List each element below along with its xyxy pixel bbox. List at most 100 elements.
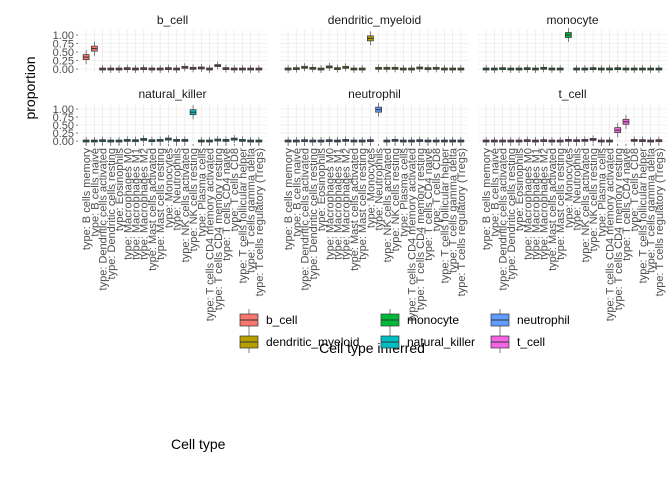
box-b_cell-19 [239,65,246,73]
facet-panels: b_cell0.000.250.500.751.00dendritic_myel… [53,13,667,321]
box-natural_killer-4 [115,137,123,145]
x-tick-label: type: B cells naive [489,148,501,237]
box-b_cell-2 [99,65,106,73]
x-tick-label: type: NK cells resting [390,148,402,251]
x-tick-label: type: Macrophages M1 [530,148,542,260]
box-t_cell-14 [597,137,605,145]
legend-label: monocyte [407,313,459,327]
box-natural_killer-1 [90,137,98,145]
x-tick-label: type: Monocytes [365,148,377,229]
x-tick-label: type: T cells CD4 memory activated [407,148,419,321]
box-b_cell-11 [173,65,180,73]
x-tick-label: type: NK cells resting [588,148,600,251]
legend-label: natural_killer [407,335,475,349]
box-natural_killer-19 [239,136,246,145]
x-tick-label: type: T cells CD4 memory activated [605,148,617,321]
x-tick-label: type: Macrophages M2 [139,148,151,260]
box-natural_killer-9 [156,136,164,145]
box-neutrophil-14 [399,137,407,145]
box-neutrophil-21 [457,137,465,145]
box-t_cell-16 [614,123,622,138]
x-tick-label: type: Mast cells activated [547,148,559,271]
x-tick-label: type: B cells memory [481,148,493,251]
box-dendritic_myeloid-6 [334,64,341,73]
x-tick-label: type: Neutrophils [374,148,386,231]
box-t_cell-3 [507,137,515,145]
x-tick-label: type: Dendritic cells resting [106,148,118,279]
legend-item-natural_killer: natural_killer [380,331,475,353]
box-monocyte-9 [556,65,564,73]
box-t_cell-11 [573,136,580,145]
box-neutrophil-6 [334,137,341,145]
panel-title: natural_killer [138,87,206,101]
x-tick-label: type: T cells regulatory (Tregs) [654,148,666,296]
x-tick-label: type: T cells CD4 memory resting [213,148,225,310]
y-tick-label: 0.25 [53,56,74,68]
panel-title: monocyte [546,13,598,27]
legend-label: dendritic_myeloid [266,335,359,349]
legend-item-monocyte: monocyte [380,309,459,331]
box-natural_killer-14 [197,137,205,145]
box-b_cell-3 [107,65,115,73]
panel-b_cell: b_cell 0.000.250.500.751.00 [53,13,267,76]
box-b_cell-4 [115,65,123,73]
x-tick-label: type: Dendritic cells activated [300,148,312,290]
x-tick-label: type: Plasma cells [196,148,208,237]
y-tick-label: 0.25 [53,128,74,140]
box-dendritic_myeloid-7 [342,63,350,72]
legend-item-dendritic_myeloid: dendritic_myeloid [239,331,359,353]
legend-label: neutrophil [517,313,570,327]
y-tick-label: 1.00 [53,30,74,42]
box-neutrophil-5 [325,136,333,145]
box-monocyte-20 [647,65,655,73]
box-neutrophil-4 [317,137,325,145]
box-b_cell-15 [206,65,213,73]
x-tick-label: type: NK cells activated [180,148,192,262]
box-natural_killer-15 [206,137,213,145]
box-dendritic_myeloid-13 [391,64,399,73]
box-monocyte-3 [507,65,515,73]
box-natural_killer-12 [181,136,189,145]
box-monocyte-12 [581,65,589,73]
y-tick-label: 0.50 [53,120,74,132]
box-monocyte-2 [499,64,506,73]
x-tick-label: type: NK cells activated [382,148,394,262]
box-monocyte-19 [639,65,646,73]
box-neutrophil-3 [309,137,317,145]
box-dendritic_myeloid-18 [432,64,440,73]
box-neutrophil-12 [383,137,391,145]
box-t_cell-5 [523,136,531,145]
legend-item-b_cell: b_cell [239,309,297,331]
box-dendritic_myeloid-11 [375,64,382,73]
box-monocyte-0 [482,65,490,73]
x-tick-label: type: T cells regulatory (Tregs) [456,148,468,296]
x-tick-label: type: Macrophages M1 [130,148,142,260]
box-natural_killer-8 [148,136,156,145]
box-natural_killer-10 [165,135,172,144]
box-b_cell-18 [230,65,238,73]
x-tick-label: type: T cells CD4 naive [221,148,233,261]
x-tick-label: type: Mast cells activated [147,148,159,271]
x-tick-label: type: Monocytes [563,148,575,229]
x-tick-label: type: Macrophages M2 [341,148,353,260]
box-dendritic_myeloid-16 [416,63,424,72]
box-dendritic_myeloid-12 [383,64,391,73]
box-monocyte-14 [597,65,605,73]
x-tick-label: type: Monocytes [163,148,175,229]
legend: Cell type b_cell dendritic_myeloid monocyt… [171,309,570,452]
box-t_cell-20 [647,137,655,145]
box-b_cell-9 [156,65,164,73]
box-dendritic_myeloid-20 [449,65,457,73]
x-tick-label: type: Plasma cells [596,148,608,237]
box-t_cell-10 [565,136,572,145]
box-b_cell-16 [214,61,222,70]
box-natural_killer-5 [123,136,131,145]
x-tick-label: type: Eosinophils [114,148,126,232]
box-dendritic_myeloid-3 [309,64,317,73]
box-b_cell-20 [247,65,255,73]
x-tick-label: type: Mast cells activated [349,148,361,271]
box-b_cell-0 [82,50,90,65]
box-dendritic_myeloid-0 [284,65,292,73]
box-monocyte-15 [606,65,613,73]
x-tick-label: type: Neutrophils [572,148,584,231]
